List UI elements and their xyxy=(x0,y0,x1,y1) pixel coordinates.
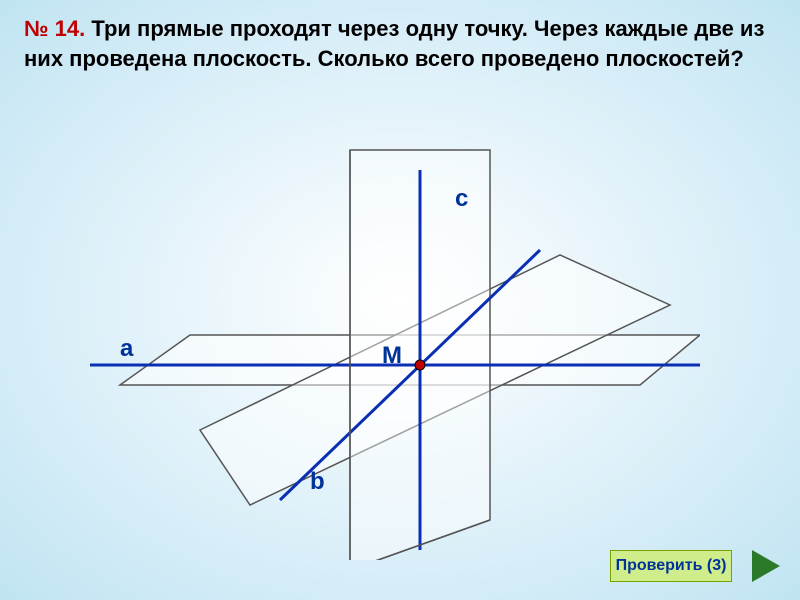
slide-container: № 14. Три прямые проходят через одну точ… xyxy=(0,0,800,600)
problem-number: № 14. xyxy=(24,16,85,41)
label-point-m: М xyxy=(382,342,402,370)
label-c: с xyxy=(455,185,468,213)
label-b: b xyxy=(310,468,325,496)
next-arrow-icon[interactable] xyxy=(752,550,780,582)
check-answer-button[interactable]: Проверить (3) xyxy=(610,550,732,582)
problem-body: Три прямые проходят через одну точку. Че… xyxy=(24,16,764,71)
diagram-svg xyxy=(60,110,700,560)
problem-text: № 14. Три прямые проходят через одну точ… xyxy=(24,14,776,73)
geometry-diagram: а b с М xyxy=(60,110,700,560)
check-button-label: Проверить (3) xyxy=(616,557,727,575)
point-m xyxy=(415,360,425,370)
label-a: а xyxy=(120,335,133,363)
